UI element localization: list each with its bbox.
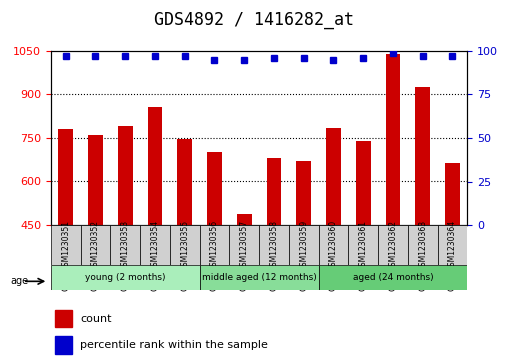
- Bar: [296, 161, 311, 225]
- Text: count: count: [80, 314, 111, 324]
- Text: GSM1230351: GSM1230351: [61, 220, 70, 270]
- Text: GSM1230354: GSM1230354: [150, 220, 160, 270]
- Bar: [326, 128, 341, 225]
- Text: GSM1230358: GSM1230358: [269, 220, 278, 270]
- Bar: [147, 107, 163, 225]
- Text: GSM1230356: GSM1230356: [210, 220, 219, 270]
- FancyBboxPatch shape: [51, 225, 81, 265]
- FancyBboxPatch shape: [319, 225, 348, 265]
- Bar: [207, 152, 222, 225]
- Bar: [55, 310, 72, 327]
- Text: GSM1230359: GSM1230359: [299, 220, 308, 270]
- Bar: [58, 129, 73, 225]
- FancyBboxPatch shape: [408, 225, 437, 265]
- FancyBboxPatch shape: [200, 225, 229, 265]
- Text: percentile rank within the sample: percentile rank within the sample: [80, 340, 268, 350]
- FancyBboxPatch shape: [229, 225, 259, 265]
- Text: GSM1230360: GSM1230360: [329, 220, 338, 270]
- FancyBboxPatch shape: [259, 225, 289, 265]
- FancyBboxPatch shape: [378, 225, 408, 265]
- Text: aged (24 months): aged (24 months): [353, 273, 433, 282]
- Text: young (2 months): young (2 months): [85, 273, 166, 282]
- Text: GSM1230362: GSM1230362: [389, 220, 397, 270]
- Text: GSM1230355: GSM1230355: [180, 220, 189, 270]
- Bar: [415, 87, 430, 225]
- FancyBboxPatch shape: [200, 265, 319, 290]
- Bar: [118, 126, 133, 225]
- Bar: [88, 135, 103, 225]
- Bar: [177, 139, 192, 225]
- Text: GSM1230364: GSM1230364: [448, 220, 457, 270]
- Text: GSM1230361: GSM1230361: [359, 220, 368, 270]
- Bar: [386, 54, 400, 225]
- FancyBboxPatch shape: [110, 225, 140, 265]
- Text: GSM1230352: GSM1230352: [91, 220, 100, 270]
- FancyBboxPatch shape: [51, 265, 200, 290]
- Text: GSM1230363: GSM1230363: [418, 220, 427, 270]
- FancyBboxPatch shape: [437, 225, 467, 265]
- Text: middle aged (12 months): middle aged (12 months): [202, 273, 316, 282]
- FancyBboxPatch shape: [81, 225, 110, 265]
- Text: age: age: [10, 276, 28, 286]
- Text: GSM1230353: GSM1230353: [121, 220, 130, 270]
- Bar: [267, 158, 281, 225]
- FancyBboxPatch shape: [348, 225, 378, 265]
- Text: GSM1230357: GSM1230357: [240, 220, 249, 270]
- Bar: [237, 214, 251, 225]
- FancyBboxPatch shape: [170, 225, 200, 265]
- FancyBboxPatch shape: [319, 265, 467, 290]
- Bar: [55, 336, 72, 354]
- Bar: [356, 141, 371, 225]
- FancyBboxPatch shape: [140, 225, 170, 265]
- FancyBboxPatch shape: [289, 225, 319, 265]
- Text: GDS4892 / 1416282_at: GDS4892 / 1416282_at: [154, 11, 354, 29]
- Bar: [445, 163, 460, 225]
